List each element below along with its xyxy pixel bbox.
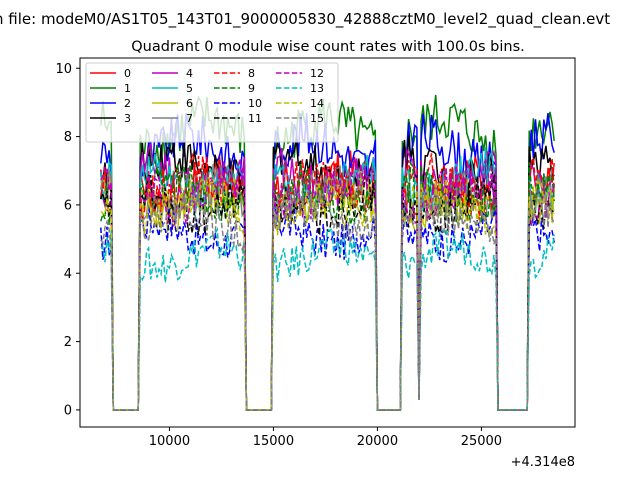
- legend-label: 6: [186, 97, 193, 110]
- legend-label: 8: [248, 67, 255, 80]
- legend-label: 13: [310, 82, 324, 95]
- x-tick-label: 15000: [253, 434, 294, 449]
- x-axis: 10000 15000 20000 25000: [149, 427, 502, 449]
- y-tick-label: 6: [64, 198, 72, 213]
- x-tick-label: 20000: [357, 434, 398, 449]
- legend-label: 10: [248, 97, 262, 110]
- legend-label: 15: [310, 112, 324, 125]
- y-tick-label: 2: [64, 335, 72, 350]
- x-offset-label: +4.314e8: [511, 455, 575, 470]
- series-line-13: [100, 226, 555, 411]
- legend-label: 3: [124, 112, 131, 125]
- chart-suptitle: n file: modeM0/AS1T05_143T01_9000005830_…: [0, 10, 610, 29]
- x-tick-label: 10000: [149, 434, 190, 449]
- y-tick-label: 8: [64, 130, 72, 145]
- legend-label: 11: [248, 112, 262, 125]
- chart-title: Quadrant 0 module wise count rates with …: [131, 39, 525, 55]
- legend-label: 1: [124, 82, 131, 95]
- legend-label: 0: [124, 67, 131, 80]
- plot-frame: [79, 57, 576, 428]
- series-line-14: [100, 177, 555, 411]
- y-tick-label: 4: [64, 267, 72, 282]
- legend-label: 9: [248, 82, 255, 95]
- y-tick-label: 0: [64, 403, 72, 418]
- legend-label: 5: [186, 82, 193, 95]
- series-line-10: [100, 202, 555, 411]
- legend-label: 4: [186, 67, 193, 80]
- x-tick-label: 25000: [461, 434, 502, 449]
- legend-label: 7: [186, 112, 193, 125]
- series-line-9: [100, 160, 555, 411]
- legend-label: 12: [310, 67, 324, 80]
- legend-label: 14: [310, 97, 324, 110]
- series-line-12: [100, 156, 555, 411]
- y-axis: 0 2 4 6 8 10: [55, 62, 80, 418]
- series-layer: [100, 94, 555, 411]
- legend-label: 2: [124, 97, 131, 110]
- series-line-15: [100, 189, 555, 411]
- y-tick-label: 10: [55, 62, 72, 77]
- legend-frame: [85, 62, 339, 143]
